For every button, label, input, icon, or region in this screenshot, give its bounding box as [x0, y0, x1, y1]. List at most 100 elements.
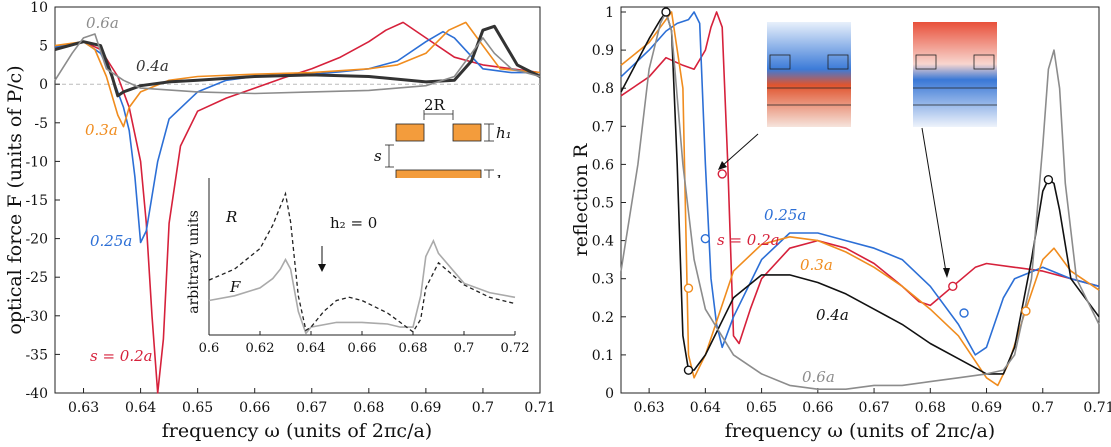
callout-arrow-2	[921, 127, 947, 273]
inset-series-force	[208, 238, 516, 336]
reflection-x-tick-label: 0.7	[1032, 400, 1054, 416]
field-map-2	[913, 22, 997, 127]
inset-series-reflection	[208, 191, 516, 333]
force-series-s-0.2a	[54, 21, 541, 394]
force-y-axis-label: optical force F (units of P/c)	[4, 65, 26, 334]
force-x-tick-label: 0.67	[296, 400, 327, 416]
reflection-x-tick-label: 0.65	[746, 400, 777, 416]
force-series-s-0.4a	[54, 24, 541, 98]
force-y-tick-label: -20	[25, 232, 48, 248]
reflection-marker-s-0.3a	[683, 283, 694, 293]
force-y-ticks: 10 5 0 -5 -10 -15 -20 -25 -30 -35 -40	[25, 0, 60, 402]
reflection-y-tick-label: 0.7	[592, 119, 614, 135]
force-x-tick-label: 0.63	[68, 400, 99, 416]
inset-label-R: R	[225, 208, 237, 226]
force-series-s-0.6a	[54, 33, 541, 95]
reflection-marker-s-0.4a	[1043, 174, 1054, 185]
reflection-x-ticks: 0.63 0.64 0.65 0.66 0.67 0.68 0.69 0.7 0.71	[634, 388, 1111, 416]
force-x-axis-label: frequency ω (units of 2πc/a)	[162, 420, 432, 442]
reflection-series-s-0.25a	[620, 11, 1100, 356]
force-y-tick-label: -10	[25, 154, 48, 170]
force-x-tick-label: 0.71	[524, 400, 555, 416]
field-profile-left	[767, 22, 851, 127]
reflection-y-tick-label: 0.2	[592, 310, 614, 326]
reflection-x-tick-label: 0.69	[971, 400, 1002, 416]
reflection-y-tick-label: 0.1	[592, 348, 614, 364]
slab-left-block	[395, 123, 425, 142]
reflection-y-tick-label: 0	[605, 386, 614, 402]
refl-label-0.2a: s = 0.2a	[717, 231, 780, 249]
refl-label-0.6a: 0.6a	[802, 368, 835, 386]
reflection-y-tick-label: 1	[605, 5, 614, 21]
reflection-chart: 0.63 0.64 0.65 0.66 0.67 0.68 0.69 0.7 0.71 00.1…	[570, 5, 1111, 442]
reflection-series	[620, 11, 1100, 390]
force-chart: 0.63 0.64 0.65 0.66 0.67 0.68 0.69 0.7 0.71 10 5 0…	[4, 0, 556, 442]
force-y-tick-label: 10	[30, 0, 48, 16]
reflection-marker-s-0.25a	[959, 308, 969, 318]
gap-label: s	[374, 147, 382, 165]
reflection-marker-s-0.2a	[948, 281, 958, 292]
reflection-plot-frame	[620, 6, 1100, 394]
reflection-y-tick-label: 0.3	[592, 272, 614, 288]
inset-chart: 0.6 0.62 0.64 0.66 0.68 0.7 0.72 arbitrary uni…	[186, 178, 529, 356]
reflection-y-tick-label: 0.6	[592, 157, 614, 173]
refl-label-0.4a: 0.4a	[816, 306, 849, 324]
reflection-y-tick-label: 0.8	[592, 81, 614, 97]
force-label-0.2a: s = 0.2a	[90, 347, 153, 365]
inset-y-axis-label: arbitrary units	[186, 210, 202, 314]
reflection-x-axis-label: frequency ω (units of 2πc/a)	[725, 420, 995, 442]
inset-background	[202, 178, 524, 337]
reflection-y-tick-label: 0.9	[592, 43, 614, 59]
reflection-marker-s-0.2a	[717, 169, 727, 179]
h1-label: h₁	[496, 124, 512, 142]
callout-arrow-1-head	[718, 161, 727, 170]
force-y-tick-label: 0	[39, 77, 48, 93]
force-y-tick-label: -40	[25, 386, 48, 402]
reflection-x-tick-label: 0.66	[802, 400, 833, 416]
refl-label-0.25a: 0.25a	[764, 206, 806, 224]
force-x-tick-label: 0.68	[353, 400, 384, 416]
inset-label-F: F	[229, 278, 241, 296]
width-label: 2R	[424, 96, 446, 114]
force-y-tick-label: -30	[25, 309, 48, 325]
field-profile-right	[913, 22, 997, 127]
reflection-y-ticks: 0 0.1 0.2 0.3 0.4 0.5 0.6 0.7 0.8 0.9 1	[592, 5, 626, 402]
reflection-marker-s-0.4a	[683, 365, 694, 375]
inset-x-tick-label: 0.66	[348, 341, 377, 356]
reflection-markers	[661, 7, 1054, 375]
force-x-tick-label: 0.7	[472, 400, 494, 416]
force-x-tick-label: 0.66	[239, 400, 270, 416]
force-y-tick-label: -5	[34, 116, 48, 132]
force-series-s-0.25a	[54, 30, 540, 244]
inset-x-tick-label: 0.72	[501, 341, 530, 356]
inset-x-tick-label: 0.7	[454, 341, 475, 356]
force-y-tick-label: -25	[25, 270, 48, 286]
reflection-series-s-0.4a	[620, 11, 1100, 375]
force-y-tick-label: -35	[25, 347, 48, 363]
refl-label-0.3a: 0.3a	[800, 256, 833, 274]
force-x-tick-label: 0.64	[125, 400, 156, 416]
force-y-tick-label: -15	[25, 193, 48, 209]
inset-x-tick-label: 0.68	[399, 341, 428, 356]
force-series	[54, 21, 541, 394]
inset-x-tick-label: 0.64	[297, 341, 326, 356]
reflection-y-tick-label: 0.5	[592, 196, 614, 212]
reflection-x-tick-label: 0.63	[634, 400, 665, 416]
reflection-marker-s-0.25a	[700, 233, 711, 244]
force-label-0.4a: 0.4a	[136, 57, 169, 75]
reflection-marker-s-0.3a	[1021, 306, 1031, 316]
field-map-1	[767, 22, 851, 127]
inset-arrow-head	[318, 264, 326, 272]
reflection-y-axis-label: reflection R	[570, 143, 592, 256]
reflection-x-tick-label: 0.67	[858, 400, 889, 416]
reflection-x-tick-label: 0.68	[915, 400, 946, 416]
force-x-tick-label: 0.65	[182, 400, 213, 416]
callout-arrow-1	[721, 133, 759, 167]
inset-x-ticks: 0.6 0.62 0.64 0.66 0.68 0.7 0.72	[199, 331, 530, 356]
force-label-0.6a: 0.6a	[86, 14, 119, 32]
force-label-0.3a: 0.3a	[85, 121, 118, 139]
force-x-ticks: 0.63 0.64 0.65 0.66 0.67 0.68 0.69 0.7 0.71	[68, 388, 556, 416]
callout-arrow-2-head	[943, 268, 950, 278]
reflection-series-s-0.2a	[620, 11, 1100, 345]
